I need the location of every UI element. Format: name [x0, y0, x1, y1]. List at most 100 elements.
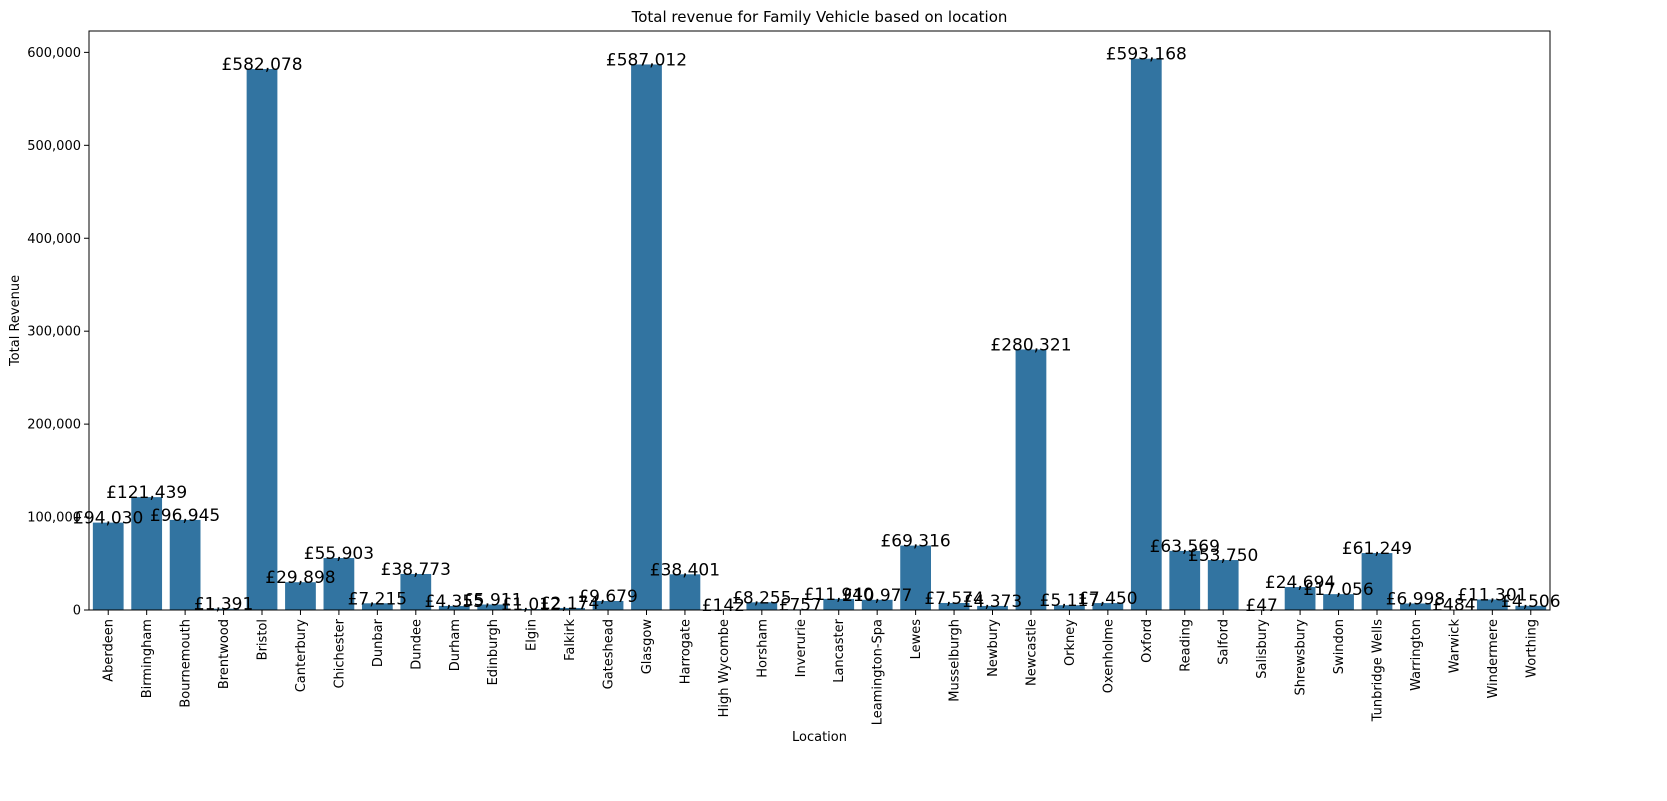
bar-value-label: £7,450	[1078, 589, 1137, 609]
bar-value-label: £6,998	[1386, 589, 1445, 609]
x-tick-label: Lancaster	[832, 618, 847, 682]
x-tick-label: Gateshead	[602, 619, 617, 689]
bar	[900, 545, 931, 610]
bar-value-label: £17,056	[1303, 580, 1373, 600]
x-tick-label: Aberdeen	[102, 619, 117, 682]
bar-value-label: £587,012	[606, 50, 687, 70]
x-tick-label: Musselburgh	[948, 619, 963, 702]
bar	[1515, 605, 1547, 610]
bar-value-label: £2,174	[540, 594, 599, 614]
x-tick-label: Reading	[1178, 619, 1193, 672]
bar	[938, 602, 970, 610]
bar-value-label: £94,030	[73, 509, 143, 529]
bar-value-label: £4,373	[963, 592, 1022, 612]
x-tick-label: Newbury	[986, 619, 1001, 677]
x-tick-label: Oxford	[1140, 619, 1155, 663]
x-tick-label: Windermere	[1486, 619, 1501, 699]
bar	[1361, 553, 1393, 610]
x-tick-label: Tunbridge Wells	[1370, 619, 1385, 723]
x-tick-label: Harrogate	[678, 619, 693, 684]
y-tick-label: 200,000	[27, 418, 81, 433]
bar-value-label: £121,439	[106, 483, 187, 503]
x-tick-label: Warwick	[1447, 619, 1462, 674]
bar	[400, 573, 432, 610]
bar-labels-group: £94,030£121,439£96,945£1,391£582,078£29,…	[73, 45, 1560, 616]
x-tick-label: Edinburgh	[486, 619, 501, 685]
bar-value-label: £4,355	[425, 592, 484, 612]
bar	[1092, 603, 1124, 610]
bar-value-label: £280,321	[990, 335, 1071, 355]
x-tick-label: High Wycombe	[717, 619, 732, 717]
bar	[208, 608, 239, 610]
x-tick-label: Dundee	[409, 619, 424, 670]
bar-value-label: £593,168	[1106, 45, 1187, 65]
bar-value-label: £38,401	[650, 560, 720, 580]
plot-frame	[88, 30, 1551, 611]
y-axis: 0 100,000 200,000 300,000 400,000 500,000 600,…	[27, 46, 89, 619]
bar-value-label: £55,903	[304, 544, 374, 564]
y-tick-label: 400,000	[27, 232, 81, 247]
bar	[861, 599, 893, 610]
y-tick-label: 0	[73, 604, 81, 619]
bar	[823, 598, 855, 610]
x-tick-label: Brentwood	[217, 619, 232, 689]
x-tick-label: Birmingham	[140, 619, 155, 698]
x-tick-label: Dunbar	[371, 618, 386, 667]
x-tick-label: Worthing	[1524, 619, 1539, 678]
x-tick-label: Leamington-Spa	[871, 619, 886, 725]
bar-value-label: £9,679	[578, 587, 637, 607]
x-tick-label: Salisbury	[1255, 619, 1270, 679]
bar	[1207, 560, 1239, 610]
bar	[1130, 58, 1162, 610]
bar	[438, 605, 470, 610]
bar	[169, 519, 201, 610]
x-tick-label: Newcastle	[1024, 619, 1039, 686]
bar	[746, 602, 778, 610]
bar	[323, 558, 355, 610]
x-tick-label: Chichester	[332, 618, 347, 688]
bar	[92, 522, 124, 610]
bar	[1323, 594, 1354, 610]
x-axis: Aberdeen Birmingham Bournemouth Brentwood Br…	[102, 610, 1539, 725]
x-tick-label: Canterbury	[294, 619, 309, 693]
bar	[1400, 603, 1431, 610]
x-tick-label: Inverurie	[794, 619, 809, 677]
x-tick-label: Horsham	[755, 619, 770, 678]
bar-value-label: £53,750	[1188, 546, 1258, 566]
bar	[1284, 587, 1316, 610]
y-tick-label: 300,000	[27, 325, 81, 340]
x-tick-label: Warrington	[1409, 619, 1424, 691]
bar-value-label: £47	[1245, 596, 1277, 616]
x-tick-label: Salford	[1217, 619, 1232, 665]
bar-value-label: £96,945	[150, 506, 220, 526]
bar	[554, 607, 585, 610]
x-tick-label: Durham	[448, 619, 463, 671]
x-tick-label: Elgin	[525, 619, 540, 651]
bar	[246, 69, 278, 610]
bar-value-label: £69,316	[880, 532, 950, 552]
x-tick-label: Bristol	[256, 619, 271, 660]
x-tick-label: Glasgow	[640, 619, 655, 675]
bar	[285, 582, 316, 610]
bar-value-label: £7,215	[348, 589, 407, 609]
bar	[1054, 605, 1085, 610]
bar-value-label: £8,255	[732, 588, 791, 608]
x-tick-label: Oxenholme	[1101, 619, 1116, 693]
bar-value-label: £10,977	[842, 586, 912, 606]
bar-value-label: £4,506	[1501, 592, 1560, 612]
bar-value-label: £11,301	[1457, 585, 1527, 605]
y-tick-label: 600,000	[27, 46, 81, 61]
bar-value-label: £142	[702, 596, 745, 616]
x-tick-label: Swindon	[1332, 619, 1347, 674]
bar	[977, 605, 1008, 610]
bars-group	[92, 58, 1547, 611]
bar	[1476, 599, 1508, 610]
x-tick-label: Shrewsbury	[1294, 619, 1309, 696]
y-tick-label: 500,000	[27, 139, 81, 154]
bar	[669, 574, 701, 610]
bar-value-label: £63,569	[1150, 537, 1220, 557]
bar-value-label: £582,078	[221, 55, 302, 75]
chart-title: Total revenue for Family Vehicle based o…	[631, 8, 1008, 26]
bar-value-label: £38,773	[381, 560, 451, 580]
